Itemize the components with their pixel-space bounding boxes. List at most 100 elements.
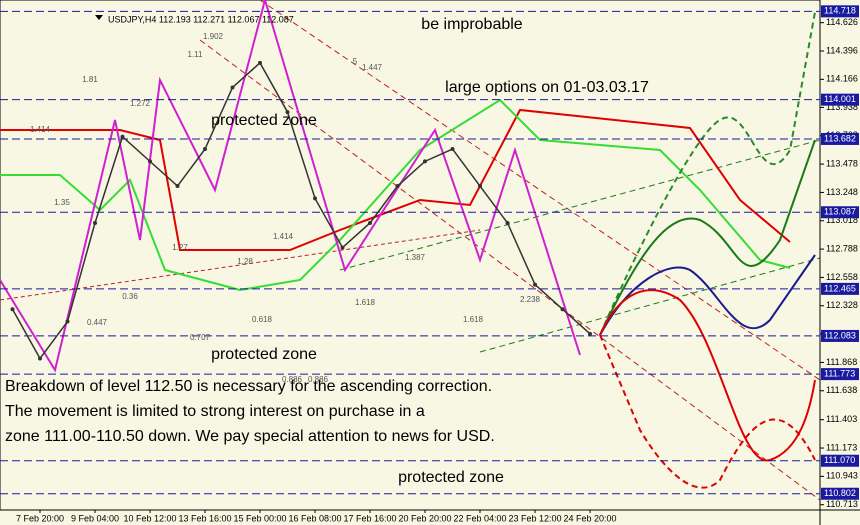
price-point [423,159,427,164]
x-tick-label: 7 Feb 20:00 [16,513,64,523]
level-label: 111.070 [824,455,855,465]
price-point [505,220,510,225]
x-tick-label: 15 Feb 00:00 [233,513,286,523]
level-box [821,93,859,106]
x-tick-label: 16 Feb 08:00 [288,513,341,523]
price-point [38,356,42,361]
fib-label: 0.618 [252,315,273,324]
y-tick-label: 111.638 [826,385,857,395]
fib-label: 0.36 [122,292,138,301]
plot-area [0,0,821,511]
symbol-header: USDJPY,H4 112.193 112.271 112.067 112.08… [108,14,294,24]
x-tick-label: 17 Feb 16:00 [343,513,396,523]
price-point [120,134,125,139]
price-line [11,61,591,360]
fib-label: 1.618 [463,315,484,324]
fib-label: 0.886 [282,375,303,384]
annotation: large options on 01-03.03.17 [445,79,649,96]
price-point [340,245,345,250]
price-point [175,184,180,189]
fib-label: 1.387 [405,253,426,262]
level-label: 113.682 [824,133,856,143]
fib-label: 5 [353,57,358,66]
y-tick-label: 111.403 [826,414,857,424]
y-tick-label: 112.328 [826,300,858,310]
fib-label: 1.414 [273,232,294,241]
fib-label: 1.902 [203,32,224,41]
level-label: 111.773 [824,368,855,378]
x-tick-label: 22 Feb 04:00 [453,513,506,523]
level-box [821,329,859,342]
price-point [258,60,262,65]
level-label: 114.718 [824,6,856,16]
x-tick-label: 13 Feb 16:00 [178,513,231,523]
price-point [560,307,565,312]
level-box [821,487,859,500]
price-point [313,196,317,201]
y-tick-label: 110.713 [826,499,858,509]
comment-line: The movement is limited to strong intere… [5,403,425,420]
fib-label: 1.11 [188,50,204,59]
price-point [478,184,482,189]
x-tick-label: 24 Feb 20:00 [563,513,616,523]
x-tick-label: 9 Feb 04:00 [71,513,119,523]
y-tick-label: 113.938 [826,102,858,112]
price-point [450,147,455,152]
annotation: protected zone [211,346,317,363]
price-point [285,110,290,115]
annotation: protected zone [398,469,504,486]
level-label: 113.087 [824,207,856,217]
level-label: 114.001 [824,94,856,104]
level-box [821,132,859,145]
fib-label: 2.238 [520,295,541,304]
comment-line: zone 111.00-110.50 down. We pay special … [5,428,495,445]
y-tick-label: 111.173 [826,442,857,452]
level-box [821,5,859,18]
price-point [588,331,592,336]
y-tick-label: 114.166 [826,74,858,84]
fib-label: 1.27 [172,243,188,252]
y-tick-label: 112.558 [826,272,858,282]
y-tick-label: 113.478 [826,158,858,168]
fib-label: 1.447 [362,63,383,72]
fib-label: 1.272 [130,99,151,108]
fib-label: 1.414 [30,125,51,134]
dropdown-icon [95,15,103,20]
price-point [203,147,207,152]
fib-label: 1.81 [82,75,98,84]
level-box [821,282,859,295]
level-label: 112.083 [824,330,856,340]
price-point [65,319,70,324]
price-point [93,220,97,225]
price-point [10,307,15,312]
price-point [533,282,537,287]
decor [0,0,821,501]
comment-line: Breakdown of level 112.50 is necessary f… [5,378,492,395]
y-tick-label: 113.018 [826,215,858,225]
x-tick-label: 10 Feb 12:00 [123,513,176,523]
fib-label: 0.447 [87,318,108,327]
x-tick-label: 23 Feb 12:00 [508,513,561,523]
price-point [230,85,235,90]
fib-label: 1.28 [237,257,253,266]
annotation: be improbable [421,16,523,33]
price-point [395,184,400,189]
fib-label: 0.886 [308,375,329,384]
level-label: 112.465 [824,283,856,293]
y-tick-label: 114.626 [826,17,858,27]
y-tick-label: 110.943 [826,471,858,481]
annotation: protected zone [211,112,317,129]
price-point [368,220,372,225]
level-box [821,206,859,219]
price-point [148,159,152,164]
level-box [821,454,859,467]
x-tick-label: 20 Feb 20:00 [398,513,451,523]
fib-label: 1.618 [355,298,376,307]
fib-label: 0.707 [190,333,211,342]
level-box [821,368,859,381]
y-tick-label: 111.868 [826,357,857,367]
fib-label: 1.35 [54,198,70,207]
y-tick-label: 112.788 [826,243,858,253]
y-tick-label: 114.396 [826,45,858,55]
y-tick-label: 113.248 [826,187,858,197]
